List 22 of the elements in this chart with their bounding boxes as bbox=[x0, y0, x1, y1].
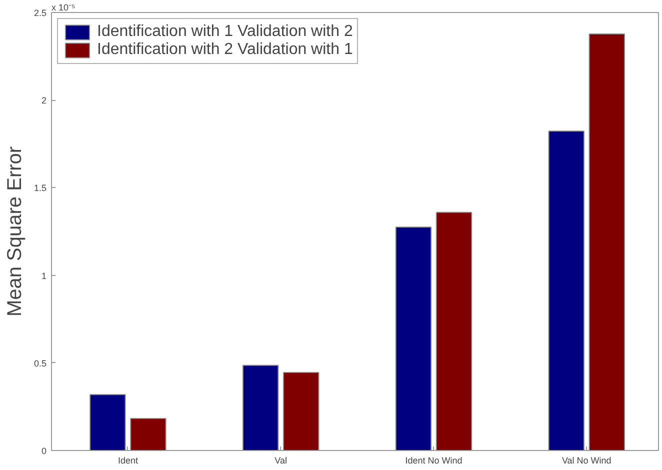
y-tick-label: 0.5 bbox=[34, 358, 47, 368]
y-tick-label: 2 bbox=[41, 96, 47, 106]
y-tick-label: 1 bbox=[41, 270, 47, 281]
bar bbox=[242, 364, 279, 450]
y-tick-label: 0 bbox=[41, 446, 47, 456]
x-tick-label: Ident bbox=[118, 456, 138, 466]
bar bbox=[130, 418, 166, 450]
legend-label: Identification with 2 Validation with 1 bbox=[97, 41, 353, 59]
bar bbox=[436, 212, 472, 450]
bar bbox=[283, 372, 320, 450]
y-tick-label: 2.5 bbox=[34, 8, 47, 18]
y-axis-title: Mean Square Error bbox=[4, 146, 26, 317]
bar bbox=[588, 34, 625, 450]
text: x 10⁻⁵ bbox=[52, 2, 76, 12]
legend-label: Identification with 1 Validation with 2 bbox=[97, 23, 353, 41]
bar bbox=[90, 394, 126, 450]
x-tick-label: Val bbox=[274, 456, 288, 466]
x-tick-label: Val No Wind bbox=[562, 456, 612, 466]
x-tick-label: Ident No Wind bbox=[405, 456, 462, 466]
bar bbox=[395, 226, 432, 450]
bar bbox=[548, 130, 584, 450]
y-tick-label: 1.5 bbox=[34, 183, 47, 194]
